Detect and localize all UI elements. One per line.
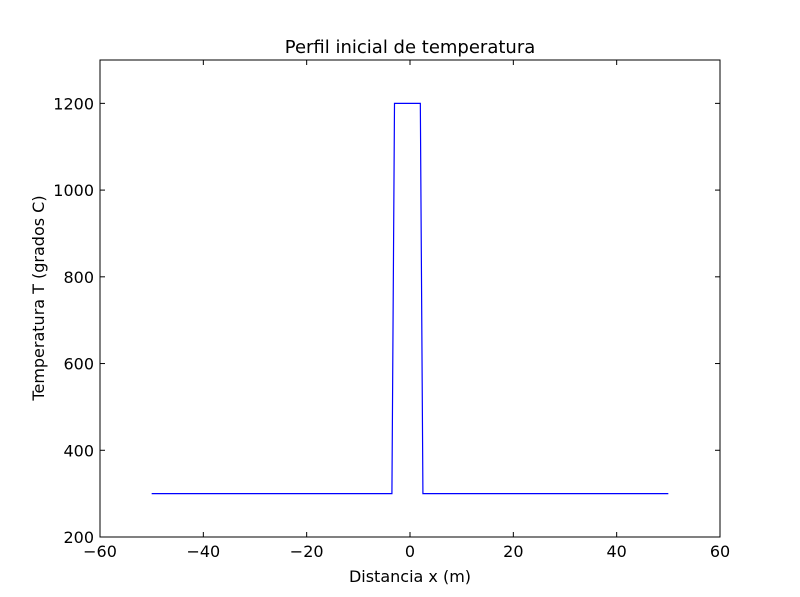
chart-title: Perfil inicial de temperatura — [285, 37, 536, 58]
y-tick-label: 1000 — [53, 181, 94, 200]
x-tick-label: 60 — [710, 542, 730, 561]
y-axis-label: Temperatura T (grados C) — [29, 195, 48, 401]
plot-area: −60 −40 −20 0 20 40 60 200 400 600 800 1000 1200 — [53, 59, 730, 561]
x-tick-label: 0 — [405, 542, 415, 561]
x-tick-label: −60 — [83, 542, 117, 561]
y-tick-label: 400 — [63, 441, 94, 460]
x-axis-label: Distancia x (m) — [349, 567, 471, 586]
x-tick-label: −20 — [290, 542, 324, 561]
x-tick-label: 40 — [606, 542, 626, 561]
y-tick-label: 600 — [63, 355, 94, 374]
x-tick-label: −40 — [186, 542, 220, 561]
y-tick-label: 1200 — [53, 94, 94, 113]
series-line-0 — [151, 102, 669, 495]
y-tick-label: 800 — [63, 268, 94, 287]
x-tick-label: 20 — [503, 542, 523, 561]
plot-frame — [99, 59, 721, 538]
y-tick-label: 200 — [63, 528, 94, 547]
